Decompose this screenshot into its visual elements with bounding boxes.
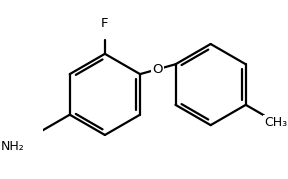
Text: O: O [153, 63, 163, 76]
Text: NH₂: NH₂ [1, 140, 25, 153]
Text: CH₃: CH₃ [264, 116, 287, 129]
Text: F: F [101, 17, 109, 30]
